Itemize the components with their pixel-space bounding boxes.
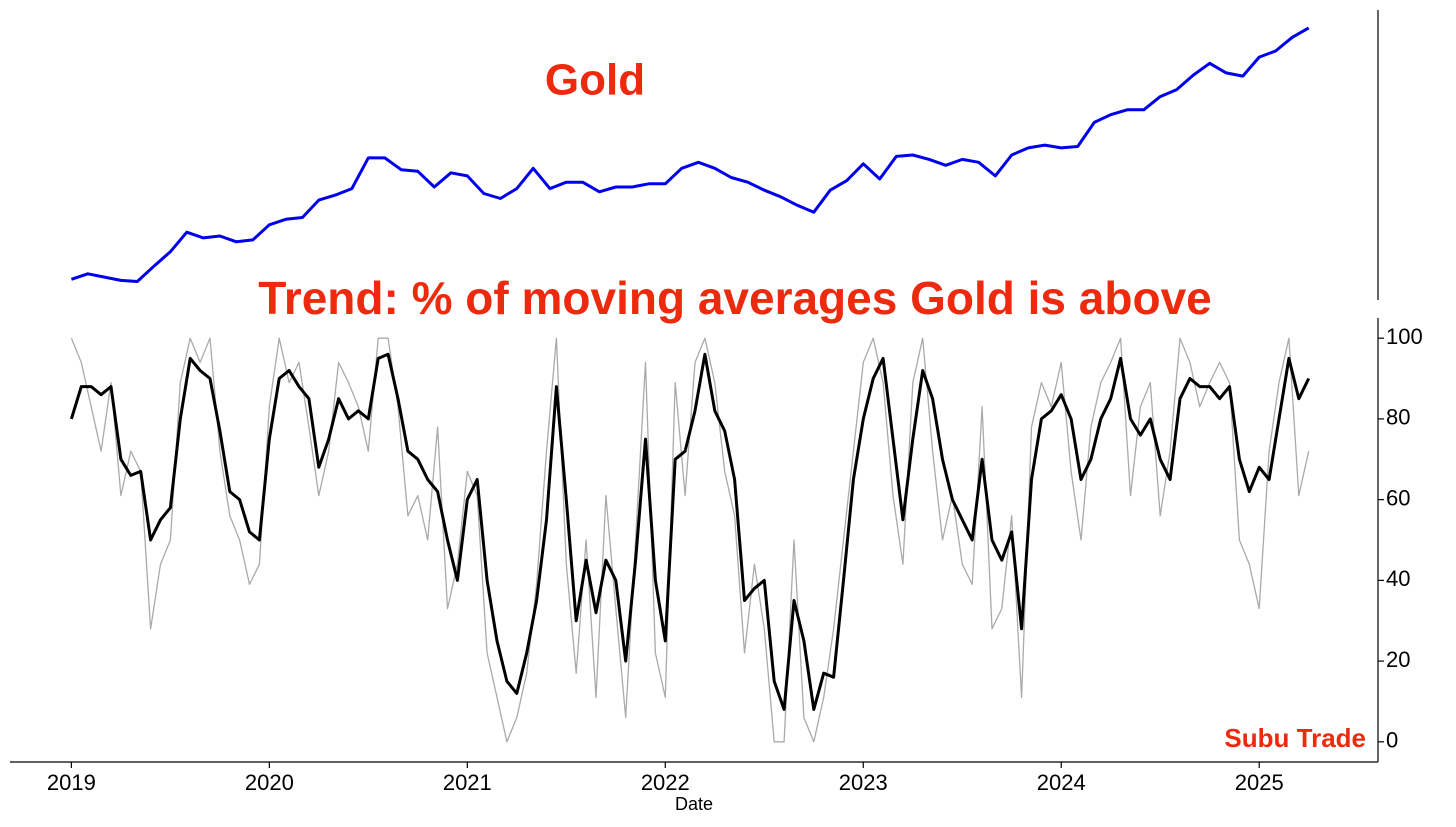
series-line (70, 26, 1310, 283)
series-line (69, 352, 1311, 711)
x-tick-label: 2025 (1235, 770, 1284, 795)
x-tick-label: 2023 (839, 770, 888, 795)
x-tick-label: 2021 (443, 770, 492, 795)
x-tick-label: 2020 (245, 770, 294, 795)
chart-title: Gold (545, 56, 645, 105)
x-tick-label: 2019 (47, 770, 96, 795)
x-axis-label: Date (675, 794, 713, 814)
x-tick-label: 2024 (1037, 770, 1086, 795)
x-tick-label: 2022 (641, 770, 690, 795)
y-tick-label: 60 (1386, 485, 1410, 510)
y-tick-label: 40 (1386, 566, 1410, 591)
series-line (70, 337, 1310, 743)
annotation: Subu Trade (1224, 723, 1366, 753)
y-tick-label: 100 (1386, 324, 1423, 349)
chart-title: Trend: % of moving averages Gold is abov… (258, 272, 1211, 324)
y-tick-label: 0 (1386, 728, 1398, 753)
y-tick-label: 20 (1386, 647, 1410, 672)
y-tick-label: 80 (1386, 405, 1410, 430)
